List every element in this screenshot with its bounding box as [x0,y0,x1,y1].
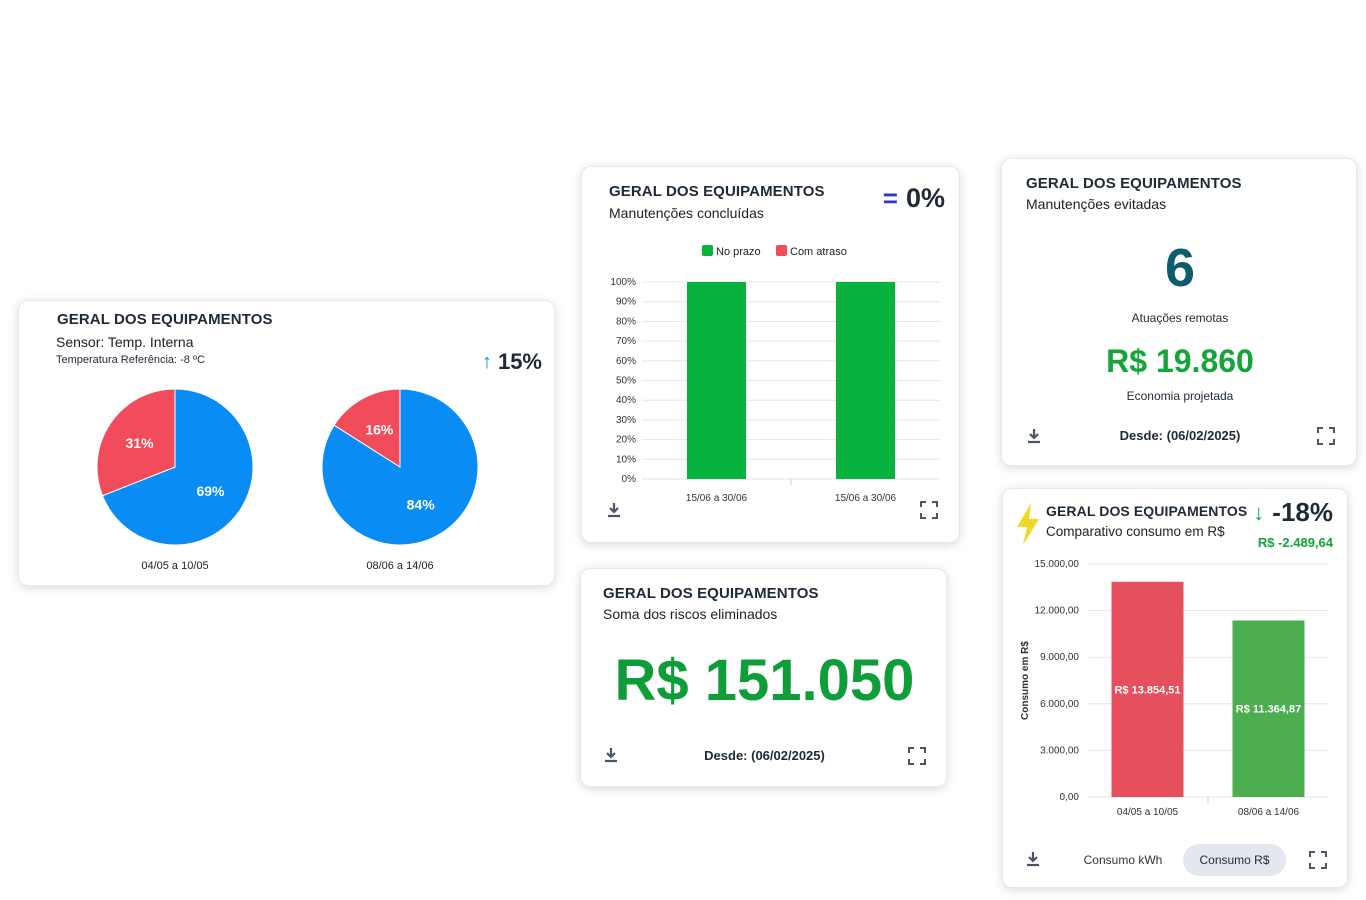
legend-label: No prazo [716,246,761,258]
lightning-icon [1015,503,1041,550]
y-tick-label: 3.000,00 [1040,745,1079,756]
y-tick-label: 20% [616,435,636,446]
y-tick-label: 10% [616,454,636,465]
trend-value: -18% [1272,497,1333,527]
tab-consumo-brl[interactable]: Consumo R$ [1183,844,1286,876]
pie-slice-label: 69% [196,483,225,499]
download-icon[interactable] [601,745,621,765]
y-tick-label: 0,00 [1060,792,1080,803]
y-tick-label: 6.000,00 [1040,699,1079,710]
fullscreen-icon[interactable] [907,746,927,766]
tab-consumo-kwh[interactable]: Consumo kWh [1083,853,1163,867]
card-subtitle: Soma dos riscos eliminados [603,606,778,622]
download-icon[interactable] [1024,426,1044,446]
remote-actions-label: Atuações remotas [1131,311,1229,325]
y-tick-label: 15.000,00 [1035,559,1080,570]
download-icon[interactable] [604,500,624,520]
pie-slice [333,388,401,468]
pie-slice-label: 84% [407,497,436,513]
card-title: GERAL DOS EQUIPAMENTOS [1046,503,1248,519]
legend-swatch [702,245,713,256]
card-subtitle: Comparativo consumo em R$ [1046,524,1225,539]
x-tick-label: 04/05 a 10/05 [1117,807,1179,818]
y-tick-label: 50% [616,376,636,387]
since-date: Desde: (06/02/2025) [704,748,825,763]
y-tick-label: 80% [616,316,636,327]
card-subtitle: Sensor: Temp. Interna [56,334,194,350]
reference-temperature: Temperatura Referência: -8 ºC [56,354,205,366]
x-tick-label: 08/06 a 14/06 [1238,807,1300,818]
arrow-up-icon: ↑ [481,350,492,373]
trend-amount: R$ -2.489,64 [1257,535,1333,550]
equal-icon: = [882,183,898,213]
projected-savings-label: Economia projetada [1126,389,1234,403]
arrow-down-icon: ↓ [1253,499,1265,525]
card-subtitle: Manutenções concluídas [609,205,764,221]
card-title: GERAL DOS EQUIPAMENTOS [1026,175,1242,192]
bar [687,282,746,479]
fullscreen-icon[interactable] [919,500,939,520]
bar [836,282,895,479]
pie-period-label: 08/06 a 14/06 [366,560,433,572]
maintenance-bar-chart: No prazo Com atraso 0% 10% 20% 30% 40% 50% 60% 70… [610,245,940,504]
y-tick-label: 100% [610,277,636,288]
maintenance-avoided-card: GERAL DOS EQUIPAMENTOS Manutenções evita… [1001,158,1357,466]
trend-indicator: ↓ -18% [1253,497,1333,528]
bar-value-label: R$ 13.854,51 [1114,684,1180,696]
y-tick-label: 12.000,00 [1035,606,1080,617]
bar-value-label: R$ 11.364,87 [1236,704,1301,716]
card-title: GERAL DOS EQUIPAMENTOS [609,183,825,200]
y-tick-label: 70% [616,336,636,347]
download-icon[interactable] [1023,849,1043,869]
trend-value: 15% [497,349,542,374]
consumption-bar-chart: 0,00 3.000,00 6.000,00 9.000,00 12.000,00 15.… [1020,559,1329,818]
temperature-card: GERAL DOS EQUIPAMENTOS Sensor: Temp. Int… [18,300,555,586]
trend-value: 0% [905,183,945,213]
pie-slice [321,388,479,546]
y-tick-label: 40% [616,395,636,406]
pie-slice [96,388,176,497]
pie-charts: 69% 31% 04/05 a 10/05 84% 16% 08/06 a 14/06 [96,388,479,572]
bar [1232,620,1305,797]
pie-slice [101,388,254,546]
legend-swatch [776,245,787,256]
y-tick-label: 0% [622,474,637,485]
risks-eliminated-card: GERAL DOS EQUIPAMENTOS Soma dos riscos e… [580,568,947,787]
remote-actions-count: 6 [1164,238,1196,298]
trend-indicator: = 0% [883,183,945,214]
x-tick-label: 15/06 a 30/06 [686,493,748,504]
y-tick-label: 90% [616,297,636,308]
since-date: Desde: (06/02/2025) [1119,428,1241,443]
pie-period-label: 04/05 a 10/05 [141,560,208,572]
bar [1111,581,1184,797]
consumption-card: GERAL DOS EQUIPAMENTOS Comparativo consu… [1002,488,1348,888]
pie-slice-label: 16% [365,421,394,437]
risks-total-value: R$ 151.050 [614,648,915,713]
card-title: GERAL DOS EQUIPAMENTOS [57,311,273,328]
fullscreen-icon[interactable] [1316,426,1336,446]
y-tick-label: 60% [616,356,636,367]
card-title: GERAL DOS EQUIPAMENTOS [603,585,819,602]
pie-slice-label: 31% [126,435,155,451]
y-tick-label: 30% [616,415,636,426]
trend-indicator: ↑ 15% [482,349,542,375]
maintenance-completed-card: GERAL DOS EQUIPAMENTOS Manutenções concl… [581,166,960,543]
legend-label: Com atraso [790,246,847,258]
projected-savings: R$ 19.860 [1106,343,1254,379]
card-subtitle: Manutenções evitadas [1026,196,1167,212]
x-tick-label: 15/06 a 30/06 [835,493,897,504]
y-axis-label: Consumo em R$ [1020,641,1031,720]
fullscreen-icon[interactable] [1308,850,1328,870]
y-tick-label: 9.000,00 [1040,652,1079,663]
